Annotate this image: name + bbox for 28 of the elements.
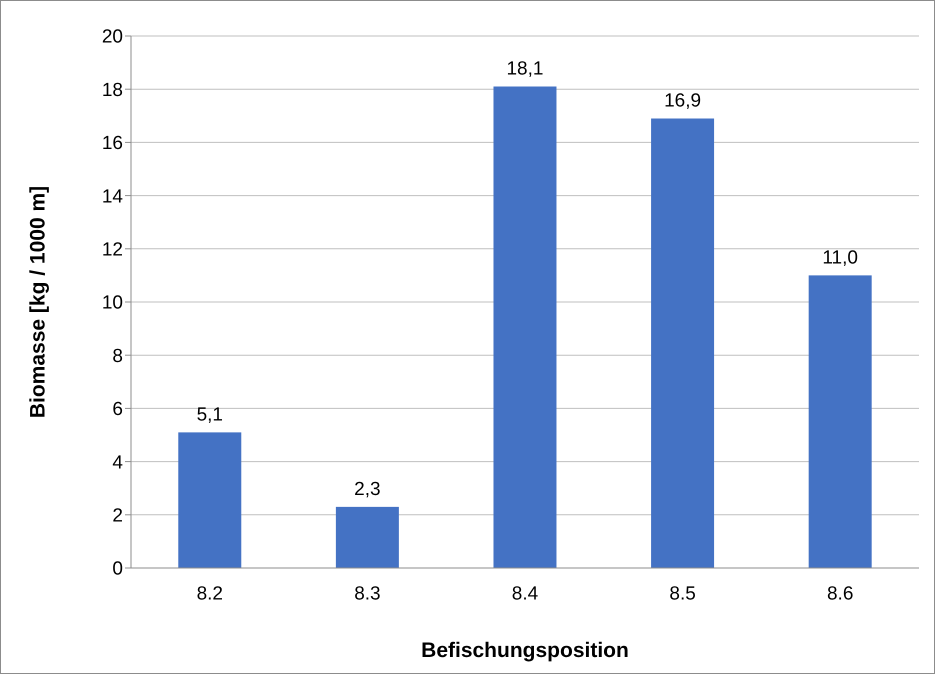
data-label: 18,1 (506, 58, 544, 80)
data-label: 11,0 (822, 247, 858, 268)
data-label: 5,1 (196, 404, 223, 426)
y-tick-label: 8 (112, 346, 123, 367)
data-label: 2,3 (354, 478, 381, 500)
y-tick-label: 18 (102, 80, 123, 101)
data-label: 16,9 (664, 90, 702, 112)
bar (178, 432, 242, 568)
x-tick-label: 8.2 (196, 583, 224, 604)
x-axis-title: Befischungsposition (421, 639, 629, 662)
y-tick-label: 20 (102, 26, 123, 48)
bar (493, 86, 556, 568)
y-tick-label: 14 (102, 186, 124, 208)
y-tick-label: 6 (112, 399, 123, 420)
y-axis-title: Biomasse [kg / 1000 m] (26, 186, 50, 418)
bar (651, 118, 714, 568)
y-tick-label: 2 (112, 506, 123, 527)
x-tick-label: 8.3 (354, 583, 381, 604)
y-tick-label: 12 (102, 240, 123, 261)
bar (808, 275, 872, 568)
y-tick-label: 0 (112, 558, 123, 580)
bar (336, 506, 399, 568)
x-tick-label: 8.6 (826, 583, 854, 604)
y-tick-label: 4 (112, 452, 124, 474)
x-tick-label: 8.4 (512, 583, 539, 604)
y-tick-label: 10 (102, 292, 123, 314)
y-tick-label: 16 (102, 133, 123, 154)
x-tick-label: 8.5 (669, 583, 696, 604)
